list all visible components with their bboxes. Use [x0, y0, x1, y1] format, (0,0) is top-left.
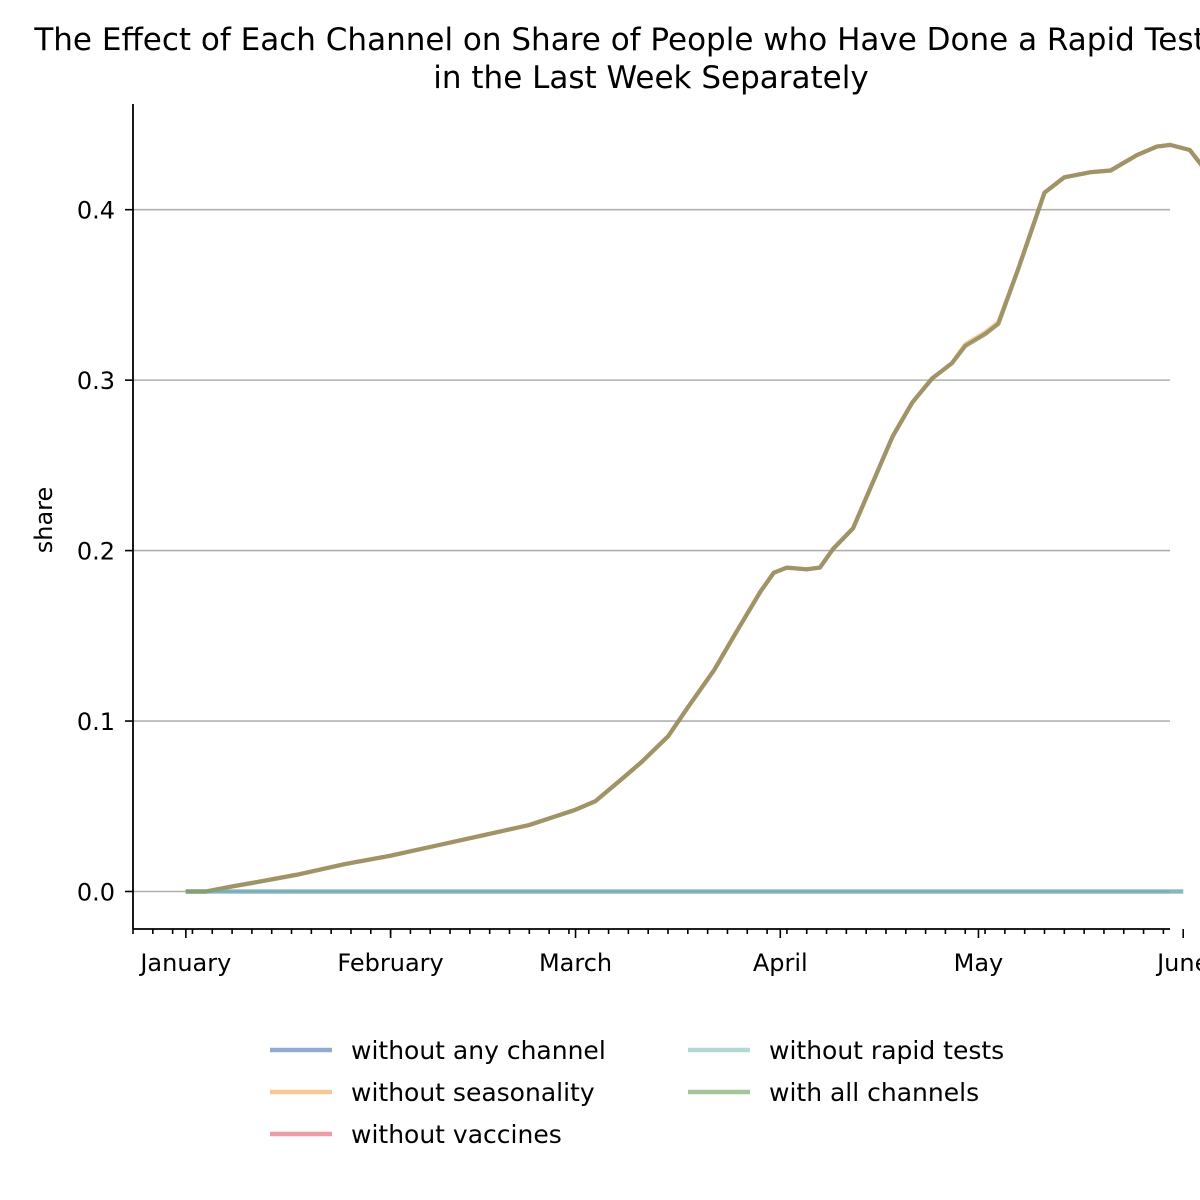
legend: without any channel without seasonality wi… [270, 1036, 1004, 1149]
y-tick-label: 0.3 [77, 367, 115, 395]
legend-item: without seasonality [270, 1078, 595, 1107]
chart-title-line-2: in the Last Week Separately [433, 60, 868, 96]
y-axis-label: share [30, 487, 58, 554]
x-tick-label: March [539, 949, 612, 977]
legend-item: without rapid tests [688, 1036, 1004, 1065]
legend-label: without any channel [351, 1036, 606, 1065]
legend-label: without rapid tests [769, 1036, 1004, 1065]
y-axis-ticks: 0.0 0.1 0.2 0.3 0.4 [77, 197, 133, 907]
y-tick-label: 0.2 [77, 538, 115, 566]
legend-label: with all channels [769, 1078, 979, 1107]
y-tick-label: 0.1 [77, 708, 115, 736]
legend-item: without vaccines [270, 1120, 562, 1149]
series-lines [185, 142, 1200, 894]
grid [133, 208, 1170, 893]
series-line-without-vaccines [185, 142, 1200, 894]
series-line-with-all-channels [185, 142, 1200, 894]
legend-label: without seasonality [351, 1078, 595, 1107]
y-tick-label: 0.0 [77, 879, 115, 907]
legend-label: without vaccines [351, 1120, 562, 1149]
axes [132, 104, 1170, 930]
x-axis-ticks: January February March April May June [132, 929, 1200, 977]
chart-title-line-1: The Effect of Each Channel on Share of P… [33, 22, 1200, 58]
series-line-without-seasonality [185, 142, 1200, 894]
x-tick-label: February [337, 949, 443, 977]
x-tick-label: April [753, 949, 808, 977]
x-tick-label: January [138, 949, 231, 977]
x-tick-label: June [1155, 949, 1200, 977]
legend-item: with all channels [688, 1078, 979, 1107]
x-tick-label: May [954, 949, 1004, 977]
y-tick-label: 0.4 [77, 197, 115, 225]
legend-item: without any channel [270, 1036, 606, 1065]
